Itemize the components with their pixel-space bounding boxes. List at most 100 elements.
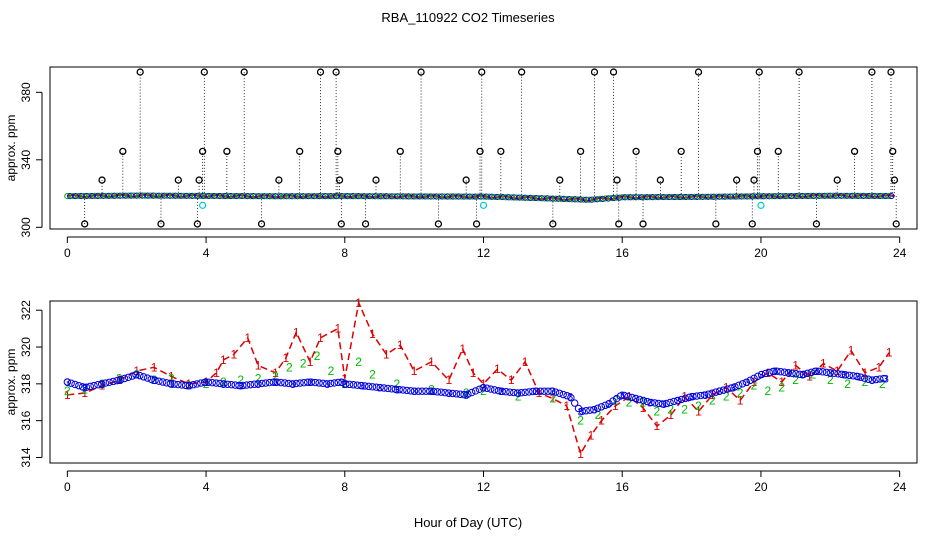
bottom-series-3-circle xyxy=(815,367,823,375)
bottom-series-3-circle xyxy=(75,381,83,390)
bottom-series-3-circle xyxy=(174,380,182,389)
bottom-series-3-circle xyxy=(345,380,354,389)
bottom-series-3-circle xyxy=(780,368,789,376)
bottom-series-3-circle xyxy=(78,383,87,391)
top-spike-marker xyxy=(316,68,325,76)
bottom-series-1-marker: 1 xyxy=(255,358,262,372)
top-y-tick-label: 380 xyxy=(19,82,33,102)
bottom-series-2-marker: 2 xyxy=(314,349,321,363)
bottom-series-3-circle xyxy=(319,379,327,388)
bottom-series-1-marker: 1 xyxy=(640,401,647,415)
bottom-series-3-circle xyxy=(429,387,438,396)
bottom-series-1-marker: 1 xyxy=(151,360,158,374)
bottom-series-3-circle xyxy=(71,380,79,389)
top-spike-marker xyxy=(195,176,203,184)
bottom-series-3-circle xyxy=(170,380,178,388)
bottom-series-3-circle xyxy=(376,383,384,392)
bottom-series-3-circle xyxy=(880,374,888,383)
bottom-series-2-marker: 2 xyxy=(626,395,633,409)
bottom-series-1-marker: 1 xyxy=(411,364,418,378)
bottom-series-3-marker: 3 xyxy=(786,368,792,380)
top-spike-marker xyxy=(890,176,899,184)
bottom-series-1-marker: 1 xyxy=(709,388,716,402)
bottom-series-3-circle xyxy=(712,388,720,396)
top-spike-marker xyxy=(590,68,599,76)
bottom-series-3-circle xyxy=(792,370,800,378)
top-spike-marker xyxy=(476,147,484,156)
bottom-series-3-circle xyxy=(101,379,110,387)
bottom-series-3-circle xyxy=(807,368,815,377)
bottom-series-1-marker: 1 xyxy=(459,342,466,356)
bottom-y-tick-label: 314 xyxy=(19,447,33,467)
bottom-series-3-circle xyxy=(292,379,300,388)
bottom-series-3-circle xyxy=(113,376,121,385)
bottom-series-3-circle xyxy=(303,378,312,386)
bottom-series-1-marker: 1 xyxy=(397,338,404,352)
bottom-series-3-circle xyxy=(479,383,487,392)
bottom-y-axis-label: approx. ppm xyxy=(4,349,18,416)
bottom-series-3-circle xyxy=(632,394,640,403)
bottom-series-3-marker: 3 xyxy=(605,399,611,411)
bottom-series-3-circle xyxy=(689,392,697,401)
bottom-series-3-marker: 3 xyxy=(515,388,521,400)
bottom-series-3-circle xyxy=(216,379,224,388)
bottom-series-3-circle xyxy=(674,396,682,405)
bottom-series-3-circle xyxy=(185,381,194,390)
bottom-series-3-marker: 3 xyxy=(446,388,452,400)
bottom-series-3-circle xyxy=(696,391,705,400)
bottom-series-3-circle xyxy=(395,385,403,394)
bottom-x-tick-label: 8 xyxy=(341,480,348,494)
top-dip-marker xyxy=(472,220,481,228)
bottom-series-1-marker: 1 xyxy=(862,366,869,380)
bottom-series-3-circle xyxy=(490,386,499,394)
bottom-series-2-marker: 2 xyxy=(792,373,799,387)
bottom-series-3-circle xyxy=(242,381,251,389)
bottom-series-1-marker: 1 xyxy=(213,366,220,380)
bottom-series-2-marker: 2 xyxy=(237,373,244,387)
bottom-series-2-marker: 2 xyxy=(203,377,210,391)
bottom-series-2-marker: 2 xyxy=(778,381,785,395)
bottom-series-3-circle xyxy=(326,379,335,388)
bottom-series-3-circle xyxy=(155,377,163,385)
top-spike-marker xyxy=(223,147,231,156)
bottom-series-3-marker: 3 xyxy=(64,377,70,389)
bottom-series-3-circle xyxy=(139,373,148,381)
bottom-series-2-marker: 2 xyxy=(654,404,661,418)
bottom-series-3-circle xyxy=(448,389,457,398)
top-spike-marker xyxy=(887,68,895,76)
top-dip-marker xyxy=(639,220,647,228)
bottom-series-3-circle xyxy=(628,393,636,402)
bottom-series-1-marker: 1 xyxy=(81,386,88,400)
bottom-series-3-circle xyxy=(788,369,796,377)
top-spike-marker xyxy=(850,147,859,156)
bottom-series-3-circle xyxy=(735,381,743,390)
bottom-series-3-marker: 3 xyxy=(730,383,736,395)
bottom-series-3-circle xyxy=(643,397,651,406)
bottom-series-3-circle xyxy=(876,375,884,383)
top-series-blue-point xyxy=(888,192,895,200)
bottom-series-3-circle xyxy=(616,392,625,400)
bottom-series-3-marker: 3 xyxy=(428,386,434,398)
bottom-series-3-circle xyxy=(342,380,350,388)
bottom-series-2-marker: 2 xyxy=(723,390,730,404)
bottom-series-3-circle xyxy=(754,372,762,380)
bottom-series-3-circle xyxy=(296,379,304,387)
bottom-series-2-marker: 2 xyxy=(369,368,376,382)
bottom-series-3-circle xyxy=(811,367,819,376)
bottom-series-3-circle xyxy=(387,385,396,393)
bottom-y-tick-label: 322 xyxy=(19,300,33,320)
bottom-series-1-marker: 1 xyxy=(355,296,362,310)
bottom-series-3-circle xyxy=(868,376,876,384)
bottom-series-3-marker: 3 xyxy=(463,390,469,402)
top-dip-marker xyxy=(892,220,900,228)
bottom-series-3-circle xyxy=(799,370,808,379)
bottom-series-3-circle xyxy=(502,388,510,396)
top-spike-marker xyxy=(868,68,876,76)
bottom-series-2-marker: 2 xyxy=(550,392,557,406)
bottom-x-tick-label: 4 xyxy=(203,480,210,494)
bottom-series-3-circle xyxy=(571,399,579,407)
bottom-series-3-circle xyxy=(311,378,320,387)
bottom-plot-frame xyxy=(49,300,918,464)
bottom-series-3-circle xyxy=(597,403,606,411)
